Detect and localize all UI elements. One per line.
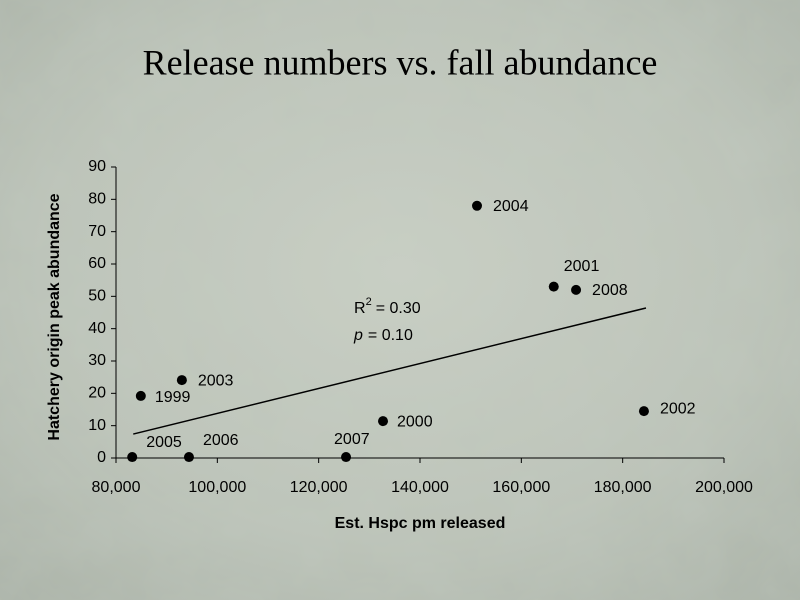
x-tick-label: 100,000 bbox=[188, 479, 246, 496]
p-text: = 0.10 bbox=[368, 327, 413, 344]
y-tick-label: 90 bbox=[88, 158, 106, 175]
y-tick-label: 20 bbox=[88, 385, 106, 402]
point bbox=[571, 284, 582, 295]
point bbox=[472, 200, 482, 211]
x-tick-label: 200,000 bbox=[695, 479, 753, 496]
point-label: 2003 bbox=[198, 372, 234, 389]
r2-sup: 2 bbox=[366, 296, 372, 308]
point bbox=[135, 390, 146, 401]
y-tick-label: 30 bbox=[88, 352, 106, 369]
y-axis-title: Hatchery origin peak abundance bbox=[46, 193, 63, 440]
p-base: p bbox=[353, 327, 363, 344]
p-annotation: p = 0.10 bbox=[353, 327, 413, 344]
x-tick-label: 120,000 bbox=[290, 479, 348, 496]
chart-title: Release numbers vs. fall abundance bbox=[143, 42, 658, 82]
point-label: 2008 bbox=[592, 282, 628, 299]
r2-base: R bbox=[354, 300, 366, 317]
trendline bbox=[133, 307, 647, 435]
point-label: 2005 bbox=[146, 434, 182, 451]
y-tick-label: 70 bbox=[88, 223, 106, 240]
point-label: 2001 bbox=[564, 258, 600, 275]
point bbox=[127, 452, 138, 463]
point bbox=[176, 375, 187, 386]
x-tick-label: 160,000 bbox=[492, 479, 550, 496]
x-tick-label: 80,000 bbox=[92, 479, 141, 496]
r2-text: = 0.30 bbox=[376, 300, 421, 317]
y-tick-label: 50 bbox=[88, 288, 106, 305]
point bbox=[638, 406, 649, 417]
point-label: 2006 bbox=[203, 432, 239, 449]
point-label: 2000 bbox=[397, 413, 433, 430]
point bbox=[548, 281, 559, 292]
point-label: 2002 bbox=[660, 400, 696, 417]
r2-annotation: R2 = 0.30 bbox=[354, 296, 421, 317]
point bbox=[183, 452, 194, 463]
y-tick-label: 60 bbox=[88, 255, 106, 272]
y-tick-label: 10 bbox=[88, 417, 106, 434]
x-tick-label: 140,000 bbox=[391, 479, 449, 496]
point-label: 2004 bbox=[493, 198, 529, 215]
y-tick-label: 80 bbox=[88, 191, 106, 208]
point-label: 1999 bbox=[155, 389, 191, 406]
point bbox=[378, 416, 389, 427]
x-axis-title: Est. Hspc pm released bbox=[335, 515, 506, 532]
point-label: 2007 bbox=[334, 431, 370, 448]
point bbox=[341, 452, 352, 463]
y-tick-label: 0 bbox=[97, 449, 106, 466]
y-tick-label: 40 bbox=[88, 320, 106, 337]
x-tick-label: 180,000 bbox=[594, 479, 652, 496]
